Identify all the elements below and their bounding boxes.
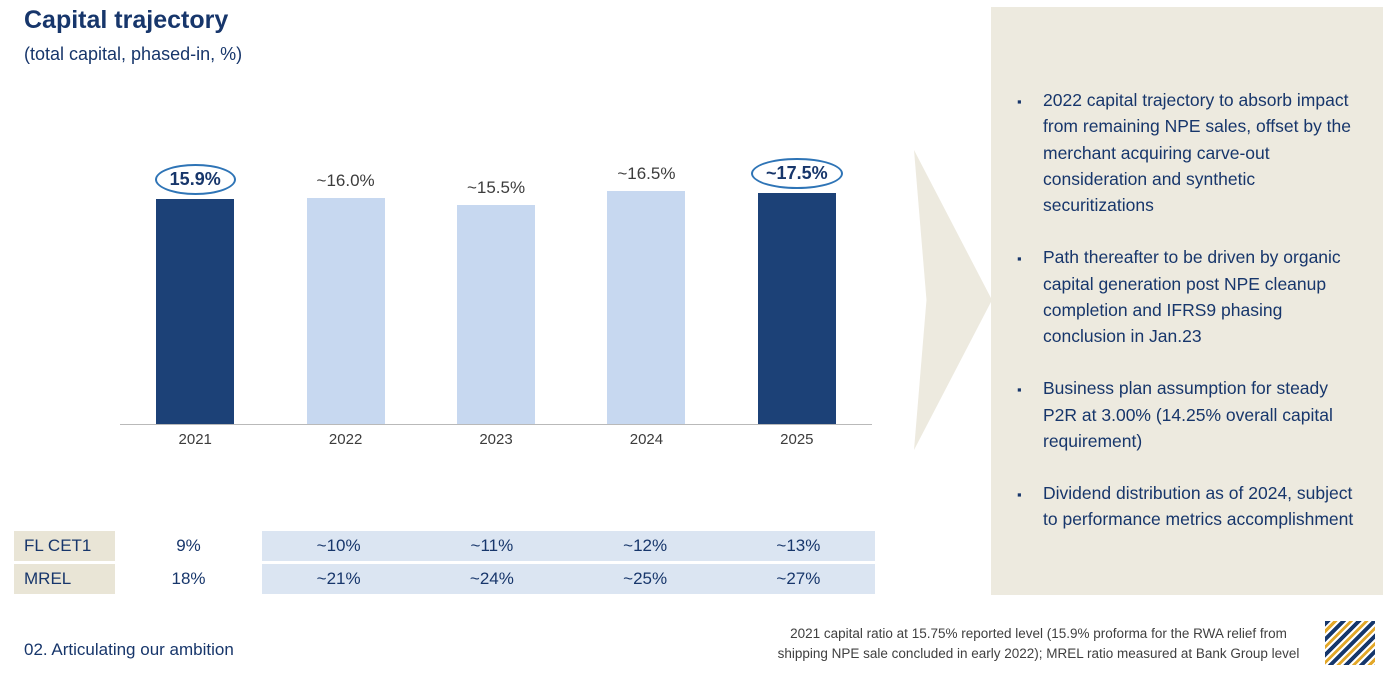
x-axis-label-2025: 2025: [780, 431, 814, 448]
bullet-square-icon: ▪: [1017, 487, 1022, 502]
table-row-fl-cet1: FL CET1 9% ~10% ~11% ~12% ~13%: [14, 531, 875, 561]
x-axis-label-2023: 2023: [479, 431, 513, 448]
footnote: 2021 capital ratio at 15.75% reported le…: [766, 624, 1311, 663]
bullet-text: 2022 capital trajectory to absorb impact…: [1043, 90, 1352, 215]
bar-value-label-2024: ~16.5%: [617, 164, 676, 183]
bullet-square-icon: ▪: [1017, 251, 1022, 267]
bar-group-2024: ~16.5%: [571, 158, 721, 424]
cell-2024: ~12%: [623, 536, 668, 555]
bar-value-label-2021: 15.9%: [154, 164, 236, 195]
bullet-square-icon: ▪: [1017, 94, 1022, 109]
bar-2023: [457, 205, 536, 424]
bar-value-label-2022: ~16.0%: [316, 171, 375, 190]
bullet-text: Business plan assumption for steady P2R …: [1043, 378, 1333, 451]
bar-group-2021: 15.9%: [120, 158, 270, 424]
cell-2025: ~13%: [776, 536, 821, 555]
bar-2025: [757, 193, 836, 424]
projection-band: ~21% ~24% ~25% ~27%: [262, 564, 875, 594]
bullet-square-icon: ▪: [1017, 382, 1022, 398]
table-row-mrel: MREL 18% ~21% ~24% ~25% ~27%: [14, 564, 875, 594]
bar-value-label-2023: ~15.5%: [466, 178, 526, 197]
page-subtitle: (total capital, phased-in, %): [24, 44, 243, 64]
bar-2022: [306, 198, 385, 424]
bar-2021: [156, 199, 235, 424]
row-label: MREL: [14, 564, 115, 594]
panel-bullet-4: ▪ Dividend distribution as of 2024, subje…: [1017, 480, 1357, 533]
bullet-text: Path thereafter to be driven by organic …: [1043, 247, 1341, 346]
bar-chart-plot: 15.9% ~16.0% ~15.5% ~16.5% ~17.5%: [120, 158, 872, 425]
cell-2025: ~27%: [776, 569, 821, 588]
x-axis-label-2022: 2022: [328, 431, 363, 448]
cell-2021: 18%: [171, 569, 206, 588]
x-axis-label-2024: 2024: [629, 431, 664, 448]
cell-2023: ~24%: [469, 569, 514, 588]
cell-2024: ~25%: [623, 569, 668, 588]
bar-2024: [607, 191, 686, 424]
cell-2023: ~11%: [470, 536, 514, 555]
x-axis-label-2021: 2021: [178, 431, 212, 448]
footnote-line-2: shipping NPE sale concluded in early 202…: [777, 645, 1300, 661]
panel-bullet-3: ▪ Business plan assumption for steady P2R…: [1017, 375, 1357, 454]
metrics-table: FL CET1 9% ~10% ~11% ~12% ~13% MREL 18% ~21% ~24%…: [14, 531, 875, 594]
commentary-panel: ▪ 2022 capital trajectory to absorb impac…: [991, 7, 1383, 595]
bank-logo: [1325, 621, 1375, 665]
bar-group-2023: ~15.5%: [421, 158, 571, 424]
bar-group-2025: ~17.5%: [722, 158, 872, 424]
bar-group-2022: ~16.0%: [270, 158, 420, 424]
footnote-line-1: 2021 capital ratio at 15.75% reported le…: [790, 626, 1287, 641]
row-label: FL CET1: [14, 531, 115, 561]
commentary-list: ▪ 2022 capital trajectory to absorb impac…: [1017, 87, 1357, 533]
cell-2022: ~10%: [316, 536, 361, 555]
cell-2022: ~21%: [316, 569, 361, 588]
panel-bullet-1: ▪ 2022 capital trajectory to absorb impac…: [1017, 87, 1357, 218]
projection-band: ~10% ~11% ~12% ~13%: [262, 531, 875, 561]
bar-value-label-2025: ~17.5%: [751, 158, 843, 189]
page-title: Capital trajectory: [24, 6, 229, 34]
cell-2021: 9%: [176, 536, 201, 555]
bullet-text: Dividend distribution as of 2024, subjec…: [1043, 483, 1354, 530]
x-axis-labels: 2021 2022 2023 2024 2025: [120, 431, 872, 448]
section-label: 02. Articulating our ambition: [24, 640, 234, 659]
arrow-right-shape: [914, 150, 992, 450]
panel-bullet-2: ▪ Path thereafter to be driven by organic…: [1017, 244, 1357, 349]
